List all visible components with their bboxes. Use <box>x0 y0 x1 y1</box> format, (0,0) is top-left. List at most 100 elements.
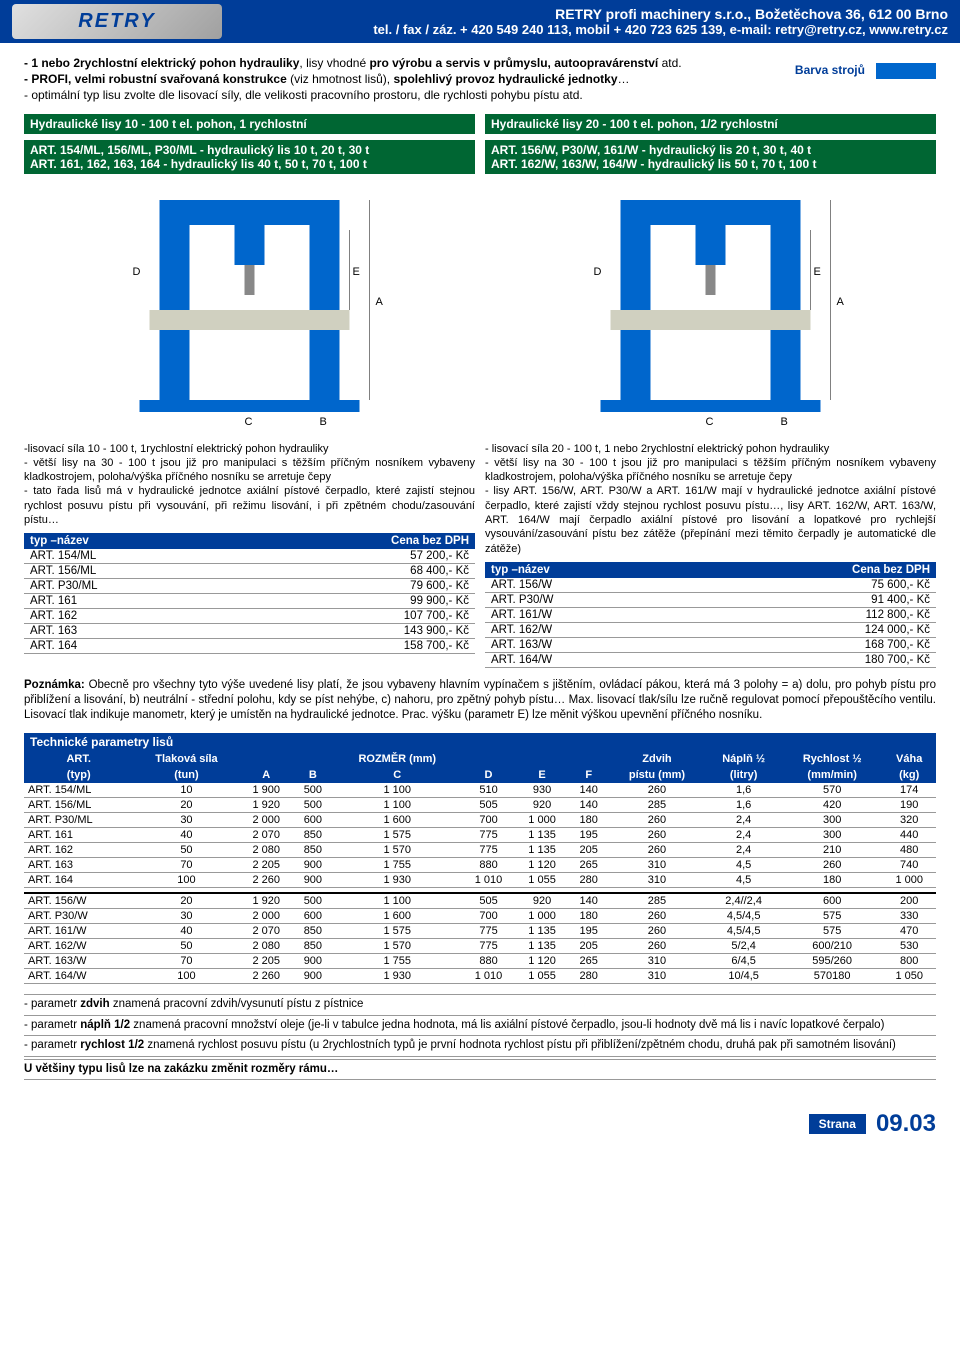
tech-cell: 265 <box>569 857 609 872</box>
tech-cell: 300 <box>782 812 883 827</box>
price-cell: 68 400,- Kč <box>236 564 475 579</box>
price-cell: ART. 164 <box>24 639 236 654</box>
tech-cell: 40 <box>133 827 239 842</box>
tech-cell: ART. 164/W <box>24 969 133 984</box>
tech-cell: 260 <box>609 909 706 924</box>
tech-cell: 1 000 <box>515 812 569 827</box>
tech-cell: 2 080 <box>239 939 293 954</box>
tech-cell: 600 <box>782 893 883 909</box>
left-title-2: ART. 154/ML, 156/ML, P30/ML - hydraulick… <box>24 140 475 174</box>
price-row: ART. 162107 700,- Kč <box>24 609 475 624</box>
tech-row: ART. P30/ML302 0006001 6007001 000180260… <box>24 812 936 827</box>
price-cell: 99 900,- Kč <box>236 594 475 609</box>
tech-cell: 900 <box>293 969 333 984</box>
tech-header: pístu (mm) <box>609 767 706 783</box>
lt3c: 40 t, 50 t, 70 t, 100 t <box>257 157 366 171</box>
color-swatch <box>876 63 936 79</box>
lt2c: 10 t, 20 t, 30 t <box>294 143 369 157</box>
price-cell: ART. P30/W <box>485 592 689 607</box>
price-cell: 112 800,- Kč <box>689 607 936 622</box>
tech-row: ART. 156/W201 9205001 1005059201402852,4… <box>24 893 936 909</box>
tech-cell: 510 <box>462 783 516 798</box>
tech-cell: 470 <box>882 924 936 939</box>
svg-text:D: D <box>133 266 141 278</box>
tech-header: F <box>569 767 609 783</box>
tech-cell: 1 135 <box>515 827 569 842</box>
tech-header: Zdvih <box>609 751 706 767</box>
tech-cell: 330 <box>882 909 936 924</box>
tech-cell: 1 050 <box>882 969 936 984</box>
left-press-image: A E D C B <box>24 180 475 430</box>
tech-cell: 2,4 <box>705 812 782 827</box>
tech-header <box>239 751 293 767</box>
tech-cell: 880 <box>462 954 516 969</box>
tech-cell: ART. 163 <box>24 857 133 872</box>
tech-row: ART. 164/W1002 2609001 9301 0101 0552803… <box>24 969 936 984</box>
page-header: RETRY RETRY profi machinery s.r.o., Bože… <box>0 0 960 43</box>
rt2b: - hydraulický lis <box>638 143 735 157</box>
tech-cell: 500 <box>293 797 333 812</box>
svg-text:B: B <box>320 416 327 428</box>
tech-cell: 320 <box>882 812 936 827</box>
right-title-2: ART. 156/W, P30/W, 161/W - hydraulický l… <box>485 140 936 174</box>
tech-cell: 775 <box>462 924 516 939</box>
tech-row: ART. 1641002 2609001 9301 0101 055280310… <box>24 872 936 887</box>
price-cell: ART. 161/W <box>485 607 689 622</box>
press-svg-left: A E D C B <box>24 180 475 430</box>
tech-cell: 310 <box>609 969 706 984</box>
tech-cell: 1 570 <box>333 842 462 857</box>
price-row: ART. P30/W91 400,- Kč <box>485 592 936 607</box>
left-title-1: Hydraulické lisy 10 - 100 t el. pohon, 1… <box>24 114 475 134</box>
color-swatch-block: Barva strojů <box>795 55 936 79</box>
tech-cell: 2,4 <box>705 827 782 842</box>
page-footer: Strana 09.03 <box>0 1102 960 1146</box>
tech-cell: 1 135 <box>515 939 569 954</box>
tech-cell: 280 <box>569 969 609 984</box>
rt2c: 20 t, 30 t, 40 t <box>736 143 811 157</box>
param-notes: - parametr zdvih znamená pracovní zdvih/… <box>24 994 936 1080</box>
price-cell: 158 700,- Kč <box>236 639 475 654</box>
price-row: ART. 156/W75 600,- Kč <box>485 578 936 593</box>
tech-table: ART.Tlaková sílaROZMĚR (mm)ZdvihNáplň ½R… <box>24 751 936 985</box>
left-description: -lisovací síla 10 - 100 t, 1rychlostní e… <box>24 442 475 528</box>
tech-cell: 50 <box>133 939 239 954</box>
price-row: ART. 16199 900,- Kč <box>24 594 475 609</box>
tech-cell: 1 000 <box>882 872 936 887</box>
tech-cell: 310 <box>609 872 706 887</box>
lt2a: ART. 154/ML, 156/ML, P30/ML <box>30 143 197 157</box>
params-final: U většiny typu lisů lze na zakázku změni… <box>24 1063 338 1075</box>
tech-cell: 300 <box>782 827 883 842</box>
tech-cell: 1,6 <box>705 797 782 812</box>
tech-cell: 1 100 <box>333 797 462 812</box>
tech-header: (typ) <box>24 767 133 783</box>
tech-cell: 180 <box>569 909 609 924</box>
tech-cell: 2 000 <box>239 812 293 827</box>
tech-row: ART. 163702 2059001 7558801 1202653104,5… <box>24 857 936 872</box>
tech-cell: 1 010 <box>462 969 516 984</box>
tech-cell: 420 <box>782 797 883 812</box>
svg-text:A: A <box>376 296 384 308</box>
tech-cell: 50 <box>133 842 239 857</box>
tech-cell: ART. 161 <box>24 827 133 842</box>
tech-cell: 40 <box>133 924 239 939</box>
tech-row: ART. 154/ML101 9005001 1005109301402601,… <box>24 783 936 798</box>
tech-cell: ART. 163/W <box>24 954 133 969</box>
tech-cell: 775 <box>462 842 516 857</box>
tech-cell: ART. 156/ML <box>24 797 133 812</box>
price-cell: ART. 162 <box>24 609 236 624</box>
p2c: znamená pracovní množství oleje (je-li v… <box>130 1019 884 1031</box>
price-cell: ART. P30/ML <box>24 579 236 594</box>
tech-row: ART. P30/W302 0006001 6007001 0001802604… <box>24 909 936 924</box>
tech-cell: ART. P30/ML <box>24 812 133 827</box>
logo-image: RETRY <box>12 4 222 39</box>
tech-cell: 2 000 <box>239 909 293 924</box>
tech-cell: 100 <box>133 872 239 887</box>
tech-cell: 4,5 <box>705 872 782 887</box>
lt2b: - hydraulický lis <box>197 143 294 157</box>
tech-cell: 30 <box>133 812 239 827</box>
intro-l2a: - PROFI, velmi robustní svařovaná konstr… <box>24 72 287 86</box>
tech-cell: 6/4,5 <box>705 954 782 969</box>
tech-cell: 260 <box>609 939 706 954</box>
tech-cell: 600 <box>293 909 333 924</box>
p3a: - parametr <box>24 1039 80 1051</box>
